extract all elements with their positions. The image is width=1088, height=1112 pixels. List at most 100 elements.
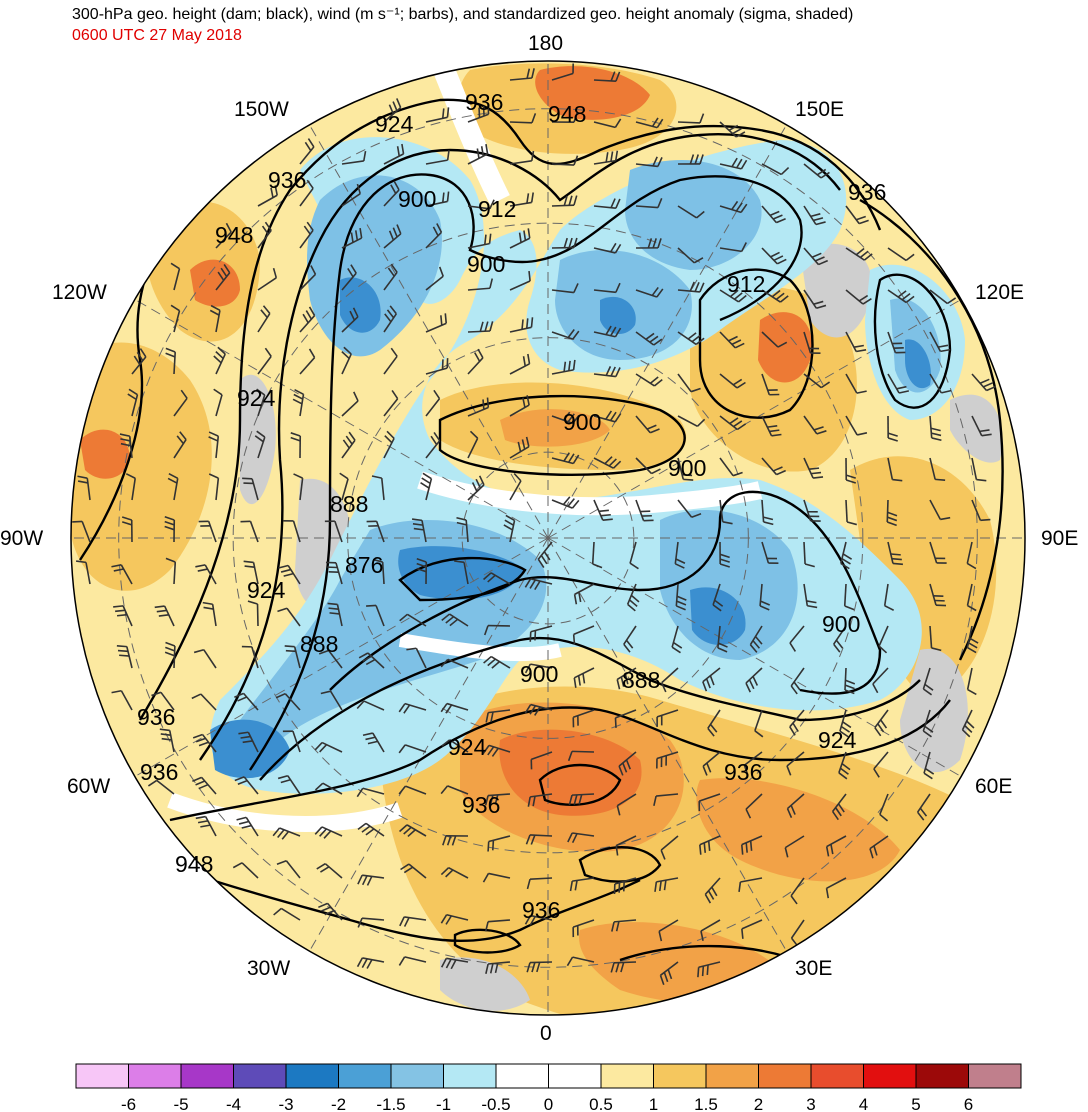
wind-barb	[635, 373, 663, 387]
wind-barb	[75, 560, 91, 585]
wind-barb	[966, 583, 977, 612]
colorbar-swatch	[653, 1063, 707, 1089]
wind-barb	[299, 138, 315, 165]
wind-barb	[467, 475, 485, 501]
wind-barb	[290, 432, 302, 459]
wind-barb	[420, 472, 433, 501]
wind-barb	[593, 325, 622, 338]
wind-barb	[366, 520, 385, 543]
wind-barb	[411, 518, 427, 543]
wind-barb	[272, 827, 301, 840]
wind-barb	[740, 835, 763, 855]
wind-barb	[839, 709, 852, 738]
wind-barb	[400, 863, 427, 879]
wind-barb	[215, 263, 231, 291]
wind-barb	[719, 415, 747, 431]
wind-barb	[440, 913, 469, 925]
wind-barb	[383, 389, 399, 417]
wind-barb	[593, 282, 621, 294]
colorbar-swatch	[180, 1063, 234, 1089]
wind-barb	[240, 520, 259, 543]
wind-barb	[195, 815, 217, 837]
lon-label-60e: 60E	[975, 775, 1012, 798]
colorbar-tick-label: -0.5	[481, 1095, 510, 1112]
wind-barb	[887, 331, 906, 354]
wind-barb	[569, 877, 595, 892]
wind-barb	[234, 776, 259, 795]
wind-barb	[164, 516, 176, 543]
wind-barb	[929, 583, 947, 607]
wind-barb	[357, 822, 385, 837]
wind-barb	[845, 457, 857, 484]
wind-barb	[660, 667, 679, 693]
wind-barb	[741, 919, 763, 939]
wind-barb	[719, 200, 748, 214]
colorbar-tick-label: 0.5	[589, 1095, 613, 1112]
wind-barb	[677, 247, 704, 264]
wind-barb	[717, 625, 728, 653]
wind-barb	[551, 112, 578, 123]
wind-barb	[526, 961, 553, 973]
wind-barb	[192, 776, 217, 795]
wind-barb	[593, 410, 622, 423]
wind-barb	[961, 709, 975, 738]
wind-barb	[745, 667, 763, 693]
wind-barb	[213, 388, 223, 417]
colorbar-swatch	[75, 1063, 129, 1089]
wind-barb	[254, 430, 266, 459]
latitude-circle	[461, 451, 635, 625]
wind-barb	[929, 541, 947, 564]
colorbar-tick-label: -6	[121, 1095, 136, 1112]
contour-label: 948	[548, 101, 586, 127]
wind-barb	[257, 305, 271, 333]
wind-barb	[707, 709, 721, 737]
wind-barb	[425, 266, 444, 291]
wind-barb	[425, 107, 450, 123]
wind-barb	[316, 863, 343, 879]
wind-barb	[700, 919, 721, 941]
wind-barb	[551, 411, 580, 425]
wind-barb	[467, 278, 494, 291]
wind-barb	[111, 564, 133, 585]
colorbar-tick-label: 0	[544, 1095, 553, 1112]
wind-barb	[677, 205, 705, 219]
wind-barb	[398, 956, 427, 966]
wind-barb	[929, 457, 946, 481]
wind-barb	[615, 835, 637, 856]
wind-barb	[719, 121, 746, 138]
wind-barb	[803, 247, 829, 266]
wind-barb	[383, 98, 402, 123]
wind-barb	[845, 331, 867, 353]
wind-barb	[482, 872, 511, 883]
wind-barb	[929, 625, 942, 652]
wind-barb	[170, 304, 181, 333]
wind-barb	[509, 68, 535, 81]
wind-barb	[485, 961, 511, 974]
wind-barb	[483, 655, 511, 669]
wind-barb	[213, 346, 226, 375]
wind-barb	[745, 793, 763, 819]
graticule	[71, 61, 1025, 1015]
wind-barb	[761, 163, 790, 176]
wind-barb	[324, 520, 343, 543]
wind-barb	[591, 541, 603, 569]
lon-label-30w: 30W	[247, 957, 290, 980]
wind-barb	[929, 373, 952, 394]
wind-barb	[131, 348, 147, 375]
wind-barb	[761, 205, 786, 224]
wind-barb	[509, 436, 530, 459]
contour-label: 936	[465, 89, 503, 115]
wind-barb	[803, 541, 815, 568]
wind-barb	[971, 457, 987, 482]
wind-barb	[366, 604, 385, 627]
wind-barb	[922, 709, 934, 738]
wind-barb	[398, 702, 427, 714]
wind-barb	[838, 751, 851, 780]
wind-barb	[887, 247, 915, 262]
wind-barb	[887, 541, 903, 566]
wind-barb	[677, 499, 702, 519]
wind-barb	[484, 919, 511, 932]
latitude-circle	[118, 108, 978, 968]
wind-barb	[425, 431, 441, 459]
wind-barb	[825, 835, 847, 857]
